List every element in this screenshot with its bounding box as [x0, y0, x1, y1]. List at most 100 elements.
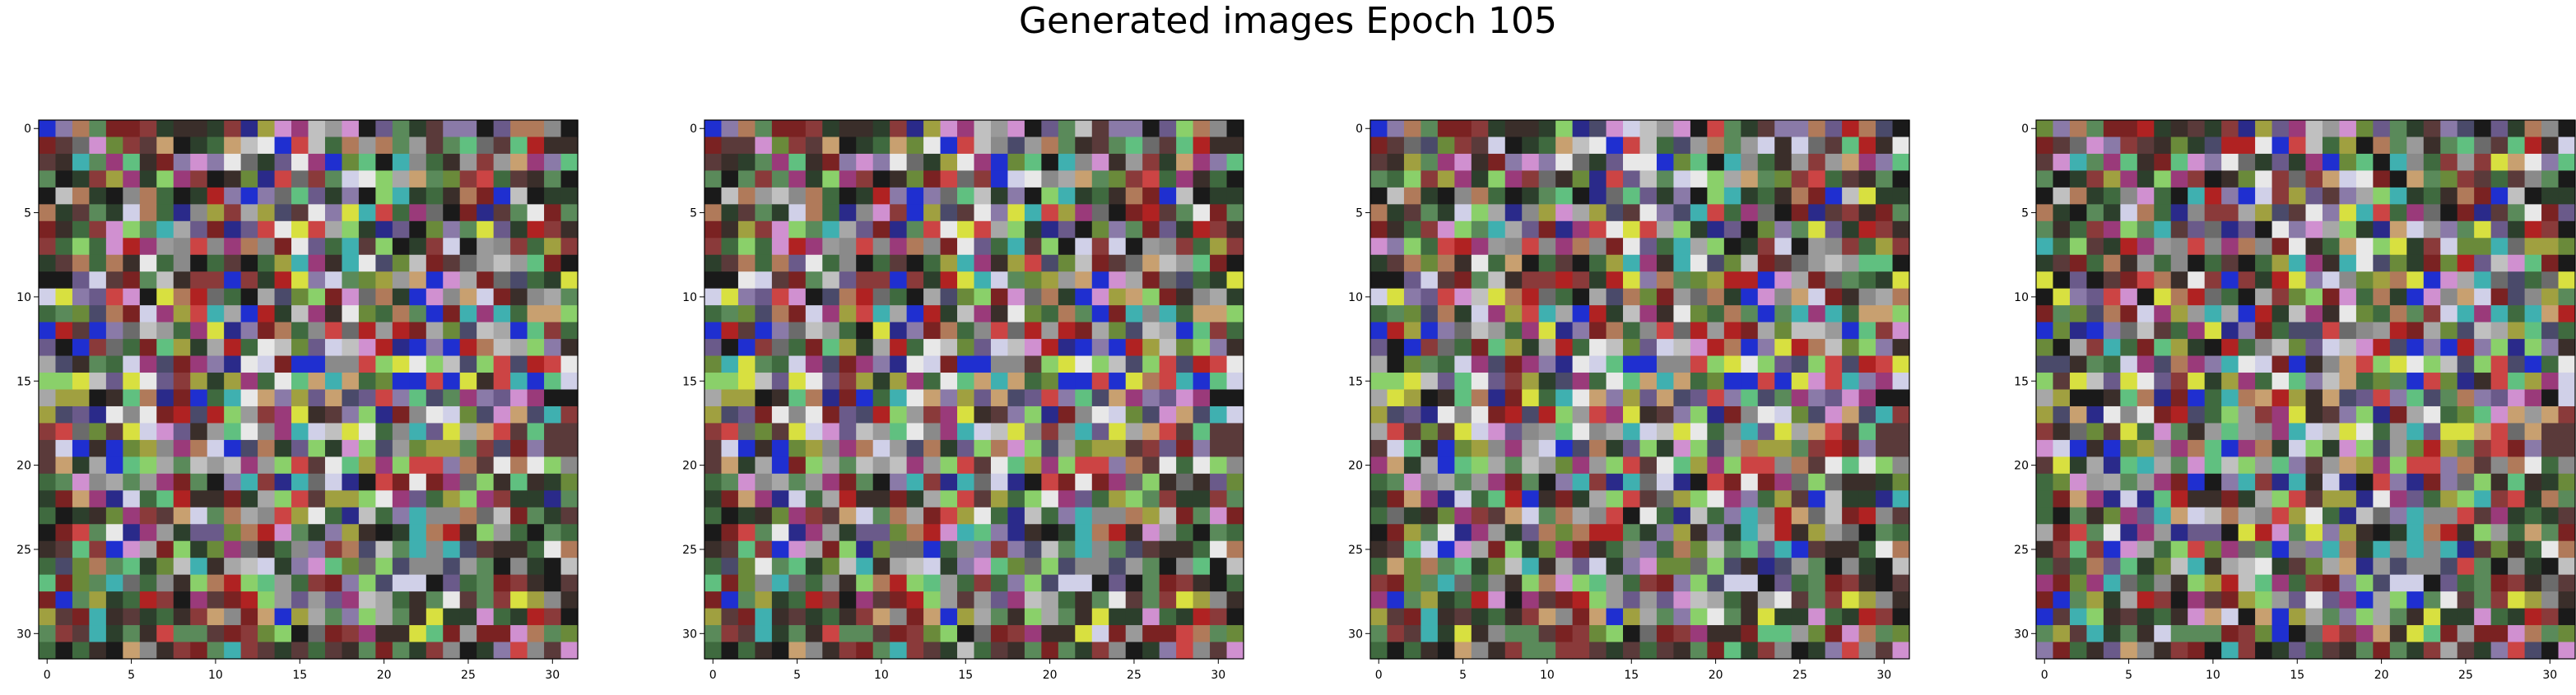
pixel [2322, 137, 2341, 155]
pixel [2339, 153, 2357, 172]
pixel [1091, 373, 1109, 391]
pixel [2322, 271, 2341, 290]
pixel [527, 540, 545, 558]
pixel [2406, 490, 2425, 508]
pixel [1058, 608, 1076, 626]
pixel [2170, 187, 2188, 205]
pixel [1707, 305, 1725, 323]
pixel [156, 625, 174, 643]
pixel [560, 507, 579, 525]
pixel [2322, 288, 2341, 306]
pixel [1421, 153, 1439, 172]
x-tick-label: 15 [2290, 669, 2304, 682]
pixel [2137, 204, 2155, 222]
pixel [1555, 439, 1574, 457]
pixel [443, 456, 461, 475]
pixel [1639, 238, 1658, 256]
pixel [974, 355, 992, 373]
pixel [2103, 642, 2121, 660]
pixel [240, 271, 258, 290]
pixel [2524, 507, 2542, 525]
pixel [1673, 540, 1691, 558]
pixel [324, 423, 343, 441]
pixel [771, 204, 789, 222]
pixel [2204, 187, 2222, 205]
pixel [258, 540, 276, 558]
pixel [459, 423, 477, 441]
pixel [1159, 558, 1177, 576]
pixel [72, 405, 91, 424]
pixel [2373, 405, 2391, 424]
pixel [139, 456, 157, 475]
pixel [923, 204, 942, 222]
pixel [2103, 389, 2121, 407]
pixel [2339, 271, 2357, 290]
pixel [560, 355, 579, 373]
pixel [2103, 187, 2121, 205]
pixel [1159, 271, 1177, 290]
pixel [2289, 405, 2307, 424]
pixel [2204, 220, 2222, 239]
pixel [2490, 220, 2509, 239]
pixel [324, 170, 343, 188]
pixel [2289, 423, 2307, 441]
x-tick-label: 0 [709, 669, 717, 682]
pixel [890, 574, 908, 592]
pixel [1639, 137, 1658, 155]
pixel [1504, 439, 1523, 457]
pixel [2524, 322, 2542, 340]
pixel [923, 238, 942, 256]
pixel [2440, 473, 2458, 491]
pixel [2541, 339, 2560, 357]
pixel [890, 439, 908, 457]
pixel [1606, 120, 1624, 138]
pixel [2289, 439, 2307, 457]
pixel [755, 305, 773, 323]
pixel [1808, 625, 1826, 643]
pixel [72, 120, 91, 138]
pixel [805, 558, 823, 576]
pixel [2457, 254, 2475, 272]
pixel [2221, 187, 2239, 205]
pixel [342, 558, 360, 576]
pixel [704, 591, 723, 609]
pixel [974, 625, 992, 643]
pixel [2355, 322, 2374, 340]
pixel [2322, 305, 2341, 323]
pixel [1522, 456, 1540, 475]
pixel [2423, 120, 2441, 138]
pixel [822, 608, 840, 626]
pixel [1572, 187, 1590, 205]
pixel [123, 220, 141, 239]
pixel [839, 271, 857, 290]
pixel [2440, 137, 2458, 155]
pixel [2355, 473, 2374, 491]
pixel [2457, 423, 2475, 441]
pixel [308, 288, 326, 306]
pixel [1193, 642, 1211, 660]
pixel [1757, 153, 1775, 172]
pixel [1471, 153, 1489, 172]
pixel [2406, 558, 2425, 576]
pixel [2558, 389, 2576, 407]
pixel [510, 305, 528, 323]
pixel [89, 558, 107, 576]
pixel [1656, 288, 1675, 306]
pixel [1858, 591, 1876, 609]
pixel [156, 439, 174, 457]
pixel [1757, 439, 1775, 457]
pixel [2289, 322, 2307, 340]
pixel [2373, 439, 2391, 457]
pixel [1791, 389, 1809, 407]
pixel [2103, 339, 2121, 357]
pixel [872, 540, 890, 558]
pixel [324, 305, 343, 323]
pixel [1707, 456, 1725, 475]
pixel [2541, 507, 2560, 525]
pixel [2120, 271, 2138, 290]
pixel [443, 507, 461, 525]
pixel [2474, 524, 2492, 542]
pixel [1007, 153, 1025, 172]
pixel [72, 591, 91, 609]
pixel [493, 355, 511, 373]
